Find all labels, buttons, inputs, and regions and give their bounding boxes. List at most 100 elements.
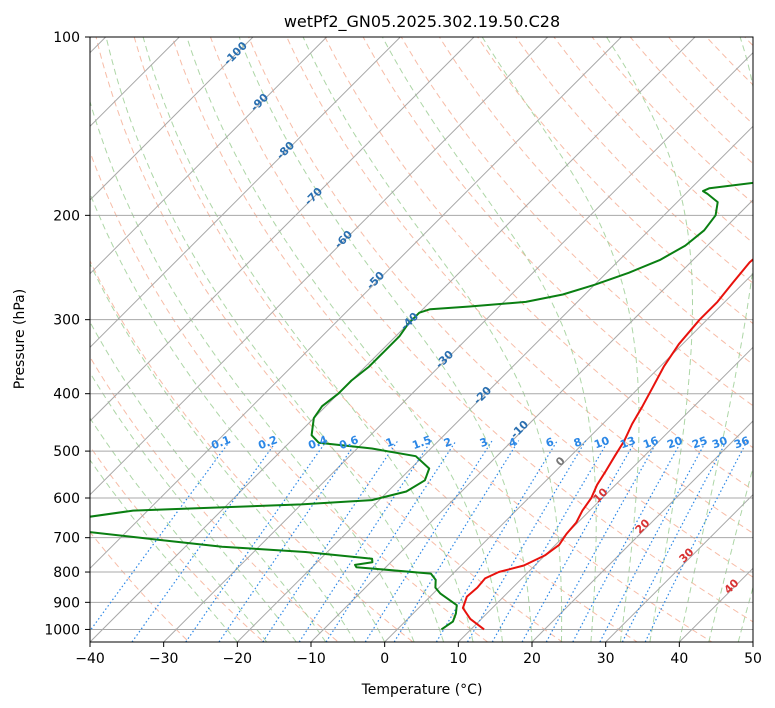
skewed-isotherms	[90, 37, 753, 642]
mixing-ratio-label: 10	[592, 434, 611, 452]
mixing-ratio-line	[521, 440, 637, 642]
plot-frame	[89, 36, 754, 643]
x-tick-label: 50	[744, 651, 762, 667]
isotherm-line	[90, 37, 254, 201]
dry-adiabat-line	[629, 37, 753, 165]
mixing-ratio-label: 0.1	[209, 433, 232, 452]
isotherm-line	[605, 493, 753, 642]
moist-adiabat-line	[90, 192, 386, 642]
dry-adiabat-line	[286, 37, 753, 534]
mixing-ratio-label: 20	[665, 434, 684, 452]
isotherm-line	[90, 37, 549, 496]
mixing-ratio-label: 1.5	[410, 433, 433, 452]
moist-adiabat-line	[238, 37, 533, 642]
isotherm-line	[310, 199, 753, 642]
isotherm-line	[90, 37, 401, 349]
dry-adiabat-line	[477, 37, 753, 325]
moist-adiabat-line	[90, 417, 268, 642]
mixing-ratio-label: 0.4	[306, 433, 329, 452]
mixing-ratio-label: 25	[690, 434, 709, 451]
moist-adiabat-line	[737, 585, 753, 642]
mixing-ratio-line	[393, 440, 520, 642]
pressure-gridlines	[90, 37, 753, 630]
mixing-ratio-label: 16	[641, 434, 660, 452]
moist-adiabat-line	[481, 37, 640, 642]
moist-adiabat-line	[302, 37, 563, 642]
dry-adiabat-line	[90, 445, 265, 642]
mixing-ratio-label: 6	[544, 435, 556, 450]
isotherm-line	[90, 37, 622, 570]
moist-adiabat-line	[90, 99, 415, 642]
mixing-ratio-label: 36	[732, 434, 751, 452]
y-tick-label: 100	[53, 30, 80, 46]
mixing-ratio-line	[131, 440, 278, 642]
y-tick-label: 500	[53, 444, 80, 460]
y-tick-label: 1000	[44, 622, 80, 638]
mixing-ratio-line	[491, 440, 609, 642]
dry-adiabats	[90, 37, 753, 642]
moist-adiabat-line	[90, 459, 238, 642]
axes: −40 −30 −20 −10 0 10 20 30 40 5010020030040050060…	[44, 30, 762, 667]
mixing-ratio-label: 0.6	[337, 433, 360, 452]
dry-adiabat-line	[90, 259, 414, 642]
y-tick-label: 400	[53, 387, 80, 403]
isotherm-line	[163, 51, 753, 642]
moist-adiabat-line	[186, 37, 503, 642]
isotherm-line	[90, 37, 475, 422]
x-tick-label: 0	[380, 651, 389, 667]
y-tick-label: 200	[53, 208, 80, 224]
x-axis-label: Temperature (°C)	[361, 682, 483, 698]
x-tick-label: −10	[296, 651, 326, 667]
y-tick-label: 600	[53, 491, 80, 507]
dry-adiabat-line	[133, 37, 638, 642]
x-tick-label: −30	[149, 651, 179, 667]
moist-adiabat-line	[606, 37, 693, 642]
mixing-ratio-label: 30	[710, 434, 729, 452]
isotherm-line	[90, 37, 696, 642]
mixing-ratio-line	[599, 440, 707, 642]
dry-adiabat-line	[95, 37, 564, 642]
mixing-ratio-label: 0.2	[256, 433, 279, 452]
dewpoint-profile-line	[90, 181, 753, 631]
mixing-ratio-label: 13	[618, 434, 637, 451]
moist-adiabat-line	[90, 321, 327, 642]
moist-adiabat-line	[105, 37, 445, 642]
isotherm-line	[384, 272, 753, 642]
isotherm-line	[90, 37, 328, 275]
temperature-profile-line	[461, 258, 753, 631]
mixing-ratio-lines	[90, 440, 748, 642]
plot-area	[90, 37, 753, 642]
mixing-ratio-label: 1	[384, 435, 396, 450]
dry-adiabat-line	[324, 37, 753, 491]
dry-adiabat-line	[171, 37, 713, 642]
x-tick-label: 40	[670, 651, 688, 667]
sounding-profiles	[90, 181, 753, 631]
mixing-ratio-label: 3	[478, 435, 490, 450]
mixing-ratio-line	[262, 440, 399, 642]
dry-adiabat-line	[438, 37, 753, 366]
moist-adiabat-line	[708, 465, 753, 642]
mixing-ratio-line	[644, 440, 748, 642]
dry-adiabat-line	[248, 37, 753, 578]
moist-adiabat-line	[678, 37, 753, 642]
y-tick-label: 800	[53, 565, 80, 581]
y-tick-label: 900	[53, 595, 80, 611]
dry-adiabat-line	[90, 150, 489, 642]
mixing-ratio-line	[90, 440, 231, 632]
isotherm-line	[236, 125, 753, 642]
x-tick-label: −20	[223, 651, 253, 667]
mixing-ratio-line	[185, 440, 328, 642]
dry-adiabat-line	[667, 37, 753, 125]
isotherm-line	[457, 346, 753, 642]
mixing-ratio-label: 4	[507, 435, 519, 450]
mixing-ratio-label: 2	[442, 435, 454, 450]
y-axis-label: Pressure (hPa)	[12, 289, 28, 389]
y-tick-label: 700	[53, 531, 80, 547]
x-tick-label: −40	[75, 651, 105, 667]
x-tick-label: 10	[449, 651, 467, 667]
mixing-ratio-line	[466, 440, 587, 642]
mixing-ratio-line	[435, 440, 558, 642]
isotherm-line	[531, 420, 753, 642]
chart-title: wetPf2_GN05.2025.302.19.50.C28	[284, 12, 560, 32]
